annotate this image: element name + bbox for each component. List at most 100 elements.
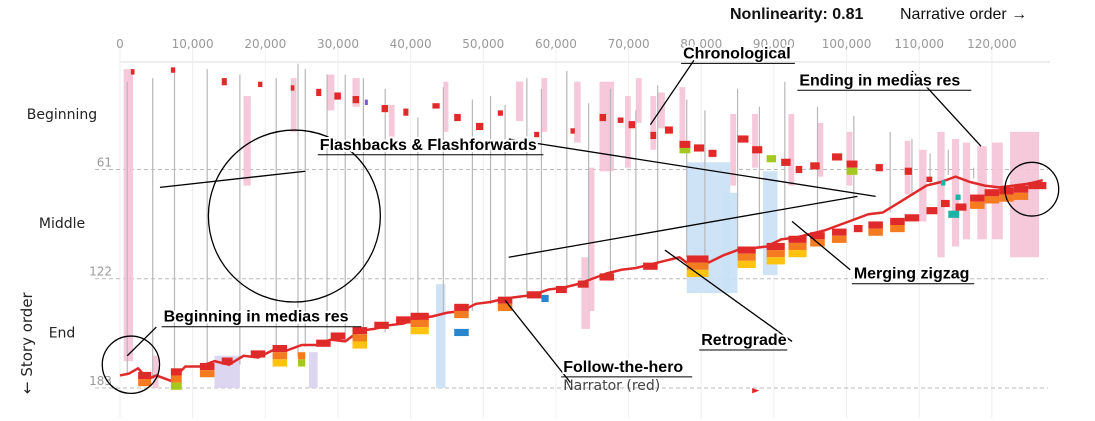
character-segment [138,379,152,387]
flash-region [327,74,335,111]
flash-region [962,142,971,240]
character-segment [170,67,176,73]
character-segment [766,250,785,258]
flash-region [388,104,395,138]
character-segment [970,194,985,202]
flash-region [817,122,824,177]
callout-line [504,299,571,384]
character-segment [832,235,847,243]
character-segment [788,242,807,251]
callout-line [508,195,858,258]
flash-region [624,96,631,168]
character-segment [1013,192,1029,200]
character-segment [766,257,785,265]
flash-region [290,78,297,132]
character-segment [693,144,705,152]
character-segment [868,228,883,236]
character-segment [454,310,469,319]
annotation-label: Follow-the-hero [563,359,683,376]
character-segment [737,253,756,261]
x-tick-label: 110,000 [894,37,944,51]
nonlinearity-label: Nonlinearity: [730,6,828,23]
callout-line [649,59,695,126]
character-segment [396,316,411,324]
annotation-label: Chronological [683,45,791,62]
flash-region [352,78,360,107]
grid-layer [95,42,1050,418]
callout-circle [101,335,161,395]
annotation-label: Beginning in medias res [164,309,349,326]
character-segment [272,359,288,367]
x-tick-label: 100,000 [822,37,872,51]
character-segment [352,96,360,104]
annotation-label: Flashbacks & Flashforwards [320,137,537,154]
flash-region [635,78,642,123]
character-segment [1013,185,1029,193]
character-segment [290,85,295,91]
character-segment [708,149,717,157]
flash-region [723,192,738,294]
character-segment [352,334,368,342]
character-segment [781,158,791,166]
flash-region [308,352,318,388]
narrator-note: Narrator (red) [563,378,660,394]
x-axis-label: Narrative order → [900,6,1028,23]
character-segment [272,345,288,353]
flash-region [977,146,987,240]
callout-line [791,220,851,271]
x-tick-label: 90,000 [753,37,795,51]
character-segment [875,164,883,172]
character-segment [432,103,440,109]
flash-region [919,149,927,222]
band-labels-layer: Beginning Middle End [27,107,97,342]
flash-region [436,284,446,388]
flash-region [581,257,591,329]
callout-line [911,70,982,147]
character-segment [526,291,542,299]
character-segment [737,135,749,143]
character-segment [617,117,624,123]
band-label: Beginning [27,107,97,123]
character-segment [334,92,341,100]
y-tick-label: 61 [97,155,112,169]
character-segment [454,328,469,337]
character-segment [766,242,785,251]
character-segment [955,203,967,211]
x-tick-label: 70,000 [608,37,650,51]
character-segment [664,126,673,134]
character-segment [999,187,1014,195]
flash-region [243,96,251,186]
y-tick-label: 183 [89,374,112,388]
character-segment [272,352,288,360]
character-segment [138,371,152,380]
flash-region [951,139,960,247]
character-segment [810,162,820,170]
character-segment [534,131,540,138]
callout-line [126,326,157,357]
character-segment [476,122,484,131]
flash-region [574,81,581,143]
character-segment [795,165,803,174]
character-segment [381,104,389,113]
x-tick-label: 50,000 [462,37,504,51]
character-segment [926,176,933,183]
character-segment [752,146,763,154]
character-segment [970,201,985,209]
annotation-label: Retrograde [701,332,786,349]
character-segment [364,99,368,105]
character-segment [555,285,567,294]
flash-region [679,87,686,141]
flash-region [588,167,595,311]
flash-region [788,113,795,186]
character-segment [846,167,858,175]
character-segment [170,375,182,383]
character-segment [570,128,575,134]
callouts-layer [101,59,1060,395]
character-segment [686,255,709,263]
flash-region [937,131,945,258]
character-segment [258,81,263,88]
character-segments-layer [130,67,1047,390]
character-segment [679,147,691,154]
character-segment [410,327,429,335]
character-segment [984,196,1000,204]
